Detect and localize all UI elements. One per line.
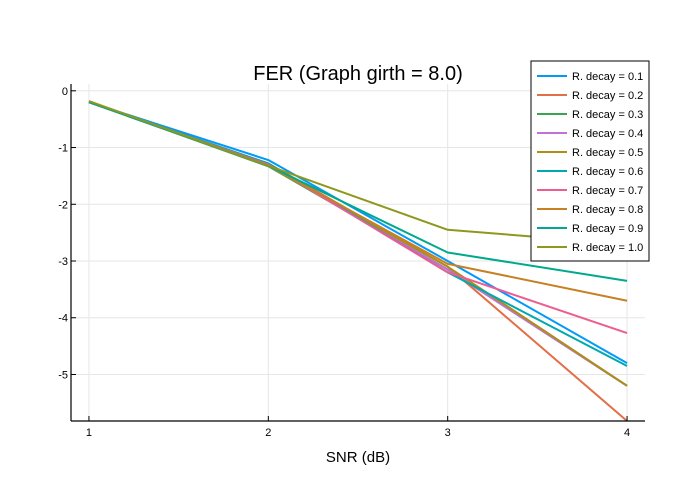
x-tick-label: 4 <box>624 427 630 439</box>
legend-label: R. decay = 0.2 <box>572 90 643 102</box>
y-tick-label: -1 <box>58 143 68 155</box>
legend-items: R. decay = 0.1 R. decay = 0.2 R. decay = 0… <box>537 71 643 254</box>
legend-label: R. decay = 0.3 <box>572 109 643 121</box>
legend: R. decay = 0.1 R. decay = 0.2 R. decay = 0… <box>530 60 650 262</box>
y-tick-label: -2 <box>58 199 68 211</box>
x-axis-label: SNR (dB) <box>326 449 390 466</box>
series-lines <box>88 100 628 422</box>
legend-label: R. decay = 0.8 <box>572 204 643 216</box>
legend-label: R. decay = 0.6 <box>572 166 643 178</box>
chart-title: FER (Graph girth = 8.0) <box>253 63 463 85</box>
legend-label: R. decay = 1.0 <box>572 242 643 254</box>
y-tick-label: -4 <box>58 313 68 325</box>
legend-label: R. decay = 0.5 <box>572 147 643 159</box>
y-tick-label: 0 <box>62 86 68 98</box>
legend-label: R. decay = 0.1 <box>572 71 643 83</box>
y-tick-label: -5 <box>58 369 68 381</box>
legend-label: R. decay = 0.7 <box>572 185 643 197</box>
y-tick-label: -3 <box>58 256 68 268</box>
x-tick-label: 3 <box>445 427 451 439</box>
series-line-1 <box>88 101 628 365</box>
x-ticks: 1 2 3 4 <box>86 416 630 439</box>
axes <box>70 84 645 422</box>
x-tick-label: 2 <box>265 427 271 439</box>
y-ticks: 0 -1 -2 -3 -4 -5 <box>58 86 76 381</box>
x-tick-label: 1 <box>86 427 92 439</box>
legend-label: R. decay = 0.4 <box>572 128 643 140</box>
legend-label: R. decay = 0.9 <box>572 223 643 235</box>
